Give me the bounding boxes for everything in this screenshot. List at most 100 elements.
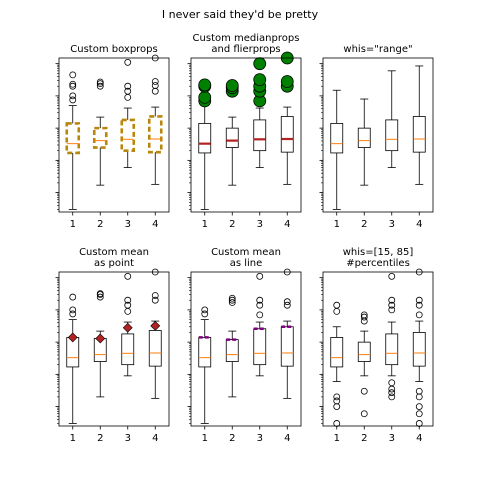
x-tick-label: 4 (284, 433, 290, 444)
box-body (149, 116, 161, 152)
flier-point (334, 302, 340, 308)
box-4 (149, 55, 161, 184)
box-1 (67, 294, 79, 423)
flier-point (125, 94, 131, 100)
flier-point (70, 93, 76, 99)
mean-marker (151, 321, 160, 330)
flier-point (389, 390, 395, 396)
box-2 (358, 312, 370, 417)
axes-frame (191, 272, 301, 426)
x-tick-label: 2 (361, 433, 367, 444)
panel-title: Custom boxprops (70, 44, 157, 55)
box-2 (94, 79, 106, 185)
flier-point (254, 74, 266, 86)
panel-title-line: Custom boxprops (70, 44, 157, 55)
box-4 (413, 66, 425, 184)
flier-point (389, 273, 395, 279)
box-1 (67, 72, 79, 210)
flier-point (334, 394, 340, 400)
flier-point (70, 72, 76, 78)
box-4 (413, 269, 425, 426)
box-body (226, 128, 238, 147)
flier-point (202, 307, 208, 313)
panel-title-line: #percentiles (346, 258, 410, 269)
flier-point (70, 307, 76, 313)
panel-title-line: whis=[15, 85] (343, 247, 414, 258)
boxplot-panel-4: Custom mean as point1 2 3 4 (56, 247, 170, 444)
box-body (358, 128, 370, 147)
boxplot-panel-1: Custom boxprops 1 2 3 4 (56, 44, 170, 230)
flier-point (199, 79, 211, 91)
box-body (122, 120, 134, 151)
box-body (199, 123, 211, 153)
flier-point (416, 388, 422, 394)
boxplot-panel-3: whis="range"1 2 3 4 (320, 44, 434, 230)
panel-title-line: Custom mean (79, 247, 149, 258)
box-3 (122, 273, 134, 375)
box-body (386, 334, 398, 365)
x-tick-label: 4 (152, 433, 158, 444)
box-body (331, 123, 343, 153)
box-1 (331, 90, 343, 209)
box-4 (281, 269, 293, 398)
box-2 (94, 291, 106, 397)
box-body (386, 120, 398, 151)
flier-point (334, 308, 340, 314)
box-body (358, 342, 370, 361)
x-tick-label: 1 (202, 219, 208, 230)
box-body (254, 329, 266, 365)
panel-title-line: Custom mean (211, 247, 281, 258)
x-tick-label: 2 (97, 219, 103, 230)
x-tick-label: 2 (229, 433, 235, 444)
x-tick-label: 1 (70, 219, 76, 230)
x-tick-label: 3 (257, 219, 263, 230)
x-tick-label: 1 (334, 219, 340, 230)
boxplot-panel-5: Custom mean as line 1 2 3 4 (188, 247, 302, 444)
flier-point (284, 302, 290, 308)
x-tick-label: 4 (152, 219, 158, 230)
x-tick-label: 1 (70, 433, 76, 444)
boxplot-panel-2: Custom medianprops and flierprops 1 2 3 4 (188, 33, 302, 230)
x-tick-label: 2 (97, 433, 103, 444)
x-tick-label: 3 (125, 219, 131, 230)
flier-point (281, 75, 293, 87)
box-body (226, 340, 238, 362)
box-3 (386, 273, 398, 400)
flier-point (125, 273, 131, 279)
box-body (199, 337, 211, 367)
box-body (281, 116, 293, 152)
box-3 (122, 59, 134, 167)
box-body (331, 337, 343, 367)
axes-frame (323, 58, 433, 212)
box-body (413, 332, 425, 366)
box-body (413, 116, 425, 152)
flier-point (416, 411, 422, 417)
flier-point (199, 91, 211, 103)
box-body (254, 120, 266, 151)
flier-point (152, 78, 158, 84)
flier-point (70, 294, 76, 300)
boxplot-panel-6: whis=[15, 85] #percentiles 1 2 3 4 (320, 247, 434, 444)
flier-point (416, 420, 422, 426)
panel-title-line: whis="range" (343, 44, 412, 55)
panel-title-line: as line (230, 258, 263, 269)
box-3 (386, 71, 398, 168)
x-tick-label: 1 (202, 433, 208, 444)
x-tick-label: 3 (389, 433, 395, 444)
flier-point (254, 58, 266, 70)
flier-point (152, 88, 158, 94)
mean-marker (123, 323, 132, 332)
x-tick-label: 3 (257, 433, 263, 444)
x-tick-label: 4 (416, 433, 422, 444)
panel-title: Custom medianprops and flierprops (193, 33, 300, 55)
flier-point (284, 299, 290, 305)
panel-title: whis=[15, 85] #percentiles (343, 247, 414, 269)
x-tick-label: 2 (229, 219, 235, 230)
flier-point (361, 388, 367, 394)
x-tick-label: 1 (334, 433, 340, 444)
flier-point (416, 394, 422, 400)
box-2 (226, 295, 238, 397)
x-tick-label: 4 (416, 219, 422, 230)
flier-point (125, 59, 131, 65)
